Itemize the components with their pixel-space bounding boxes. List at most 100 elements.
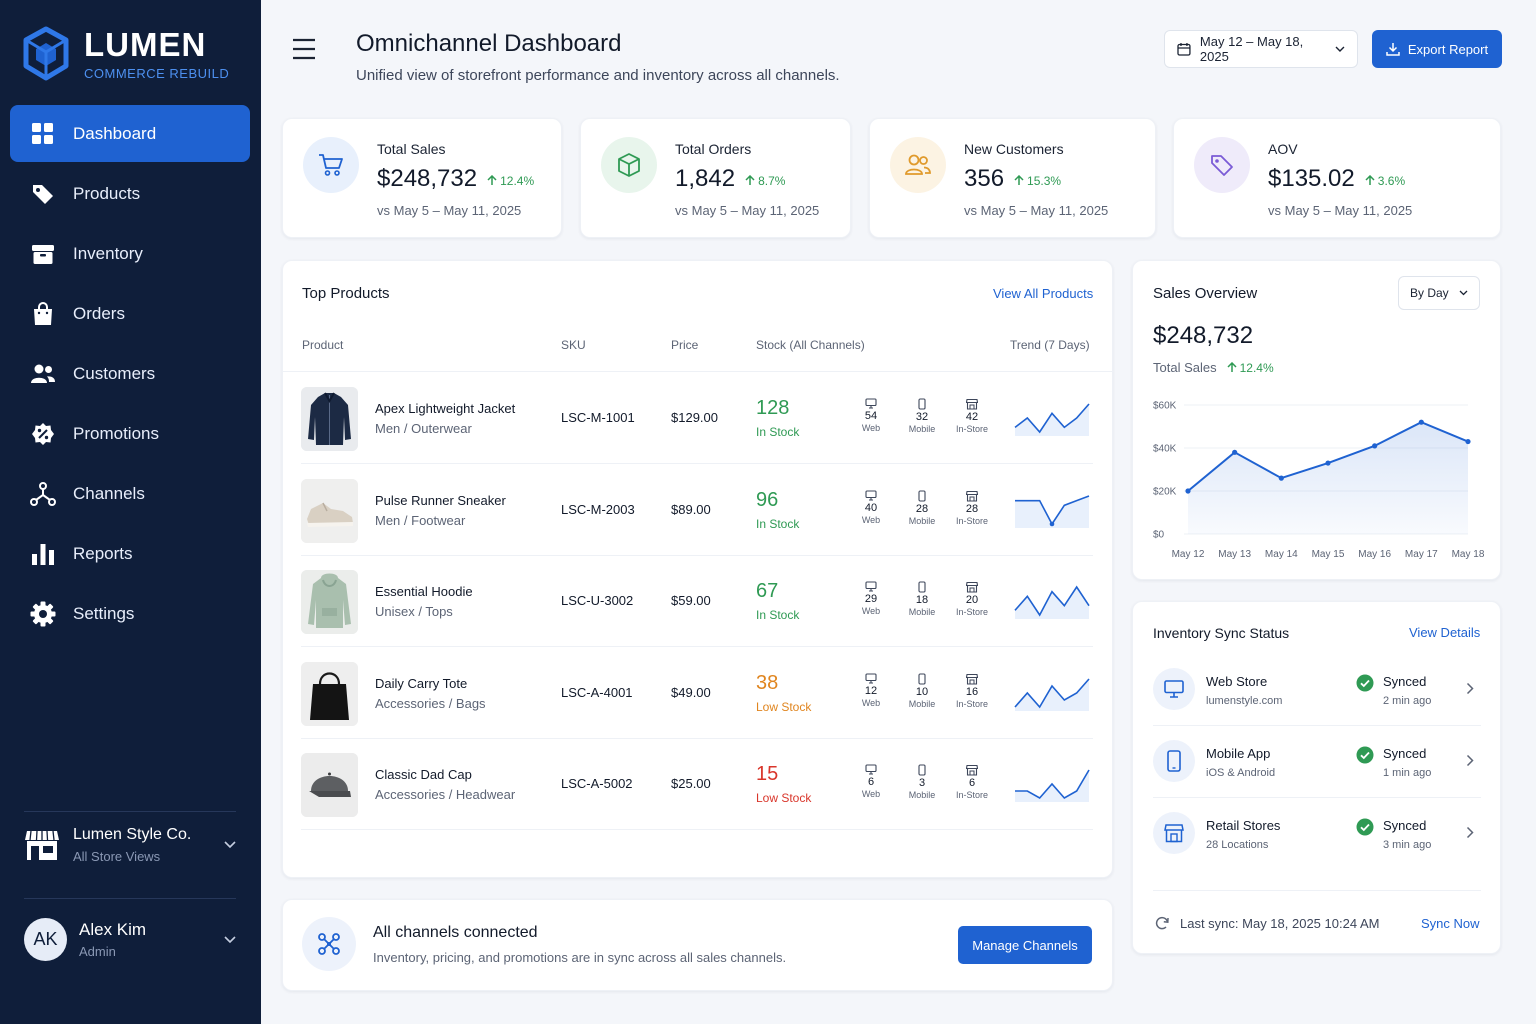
channel-stock-web: 40 Web — [851, 489, 891, 525]
channel-stock-value: 12 — [864, 684, 878, 697]
sidebar-item-dashboard[interactable]: Dashboard — [10, 105, 250, 162]
date-range-picker[interactable]: May 12 – May 18, 2025 — [1164, 30, 1358, 68]
arrow-up-icon — [1365, 175, 1375, 185]
refresh-icon[interactable] — [1154, 915, 1170, 931]
menu-icon[interactable] — [292, 38, 316, 60]
box-icon — [30, 241, 56, 267]
smartphone-icon — [1153, 740, 1195, 782]
top-products-card: Top Products View All Products Product S… — [282, 260, 1114, 878]
arrow-up-icon — [745, 175, 755, 185]
sidebar-item-products[interactable]: Products — [10, 165, 250, 222]
sidebar-item-label: Customers — [73, 363, 156, 383]
sidebar-item-inventory[interactable]: Inventory — [10, 225, 250, 282]
sparkline-area — [1015, 587, 1089, 619]
column-header-stock[interactable]: Stock (All Channels) — [756, 338, 865, 352]
sync-time: 3 min ago — [1383, 839, 1432, 851]
trend-sparkline — [1014, 403, 1090, 436]
column-header-product[interactable]: Product — [302, 338, 344, 352]
product-image[interactable] — [301, 661, 358, 726]
channel-stock-value: 20 — [965, 594, 979, 606]
stock-total: 15 — [756, 763, 779, 785]
channel-stock-mobile: 32 Mobile — [902, 398, 942, 434]
product-image[interactable] — [301, 478, 358, 543]
storefront-icon — [1153, 812, 1195, 854]
product-name[interactable]: Essential Hoodie — [375, 584, 473, 599]
data-point — [1278, 475, 1284, 481]
sidebar-divider — [24, 898, 236, 899]
store-name: Lumen Style Co. — [73, 826, 192, 843]
column-header-price[interactable]: Price — [671, 338, 699, 352]
sync-status: Synced — [1383, 746, 1427, 761]
product-name[interactable]: Apex Lightweight Jacket — [375, 401, 516, 416]
export-report-button[interactable]: Export Report — [1372, 30, 1502, 68]
sales-area-chart: $0 $20K $40K $60K May 12 May 13 May 14 May 15 Ma… — [1153, 401, 1485, 561]
table-row[interactable]: Essential Hoodie Unisex / Tops LSC-U-300… — [301, 556, 1093, 647]
sparkline-area — [1015, 495, 1089, 528]
arrow-up-icon — [1227, 362, 1237, 372]
kpi-comparison: vs May 5 – May 11, 2025 — [675, 203, 820, 218]
sidebar-item-reports[interactable]: Reports — [10, 525, 250, 582]
kpi-value: 356 — [964, 165, 1005, 192]
smartphone-icon — [902, 764, 942, 776]
table-row[interactable]: Apex Lightweight Jacket Men / Outerwear … — [301, 373, 1093, 464]
product-name[interactable]: Daily Carry Tote — [375, 675, 468, 691]
product-sku: LSC-A-4001 — [561, 684, 633, 700]
sparkline-area — [1015, 678, 1089, 711]
sync-item[interactable]: Retail Stores 28 Locations Synced 3 min … — [1153, 798, 1481, 870]
group-by-dropdown[interactable]: By Day — [1398, 276, 1480, 310]
sidebar-item-channels[interactable]: Channels — [10, 465, 250, 522]
date-range-label: May 12 – May 18, 2025 — [1199, 34, 1304, 64]
sidebar-item-settings[interactable]: Settings — [10, 585, 250, 642]
x-tick-label: May 18 — [1452, 549, 1485, 560]
monitor-icon — [851, 489, 891, 501]
sidebar-item-label: Settings — [73, 603, 135, 623]
sidebar-item-promotions[interactable]: Promotions — [10, 405, 250, 462]
product-image[interactable] — [301, 387, 358, 451]
user-menu[interactable]: AK Alex Kim Admin — [24, 918, 236, 961]
stock-total: 67 — [756, 580, 779, 602]
channel-stock-web: 12 Web — [851, 672, 891, 708]
chevron-down-icon — [1459, 290, 1468, 296]
product-image[interactable] — [301, 753, 358, 817]
table-header-divider — [283, 371, 1114, 372]
product-name[interactable]: Pulse Runner Sneaker — [375, 492, 506, 508]
chevron-right-icon[interactable] — [1466, 682, 1474, 695]
monitor-icon — [851, 764, 891, 775]
channel-stock-value: 42 — [965, 411, 979, 423]
view-details-link[interactable]: View Details — [1409, 625, 1481, 640]
view-all-products-link[interactable]: View All Products — [993, 286, 1094, 301]
channel-stock-label: Mobile — [908, 515, 936, 526]
channel-stock-value: 28 — [915, 502, 929, 515]
product-name[interactable]: Classic Dad Cap — [375, 767, 472, 782]
sidebar-item-orders[interactable]: Orders — [10, 285, 250, 342]
chevron-right-icon[interactable] — [1466, 754, 1474, 767]
table-row[interactable]: Pulse Runner Sneaker Men / Footwear LSC-… — [301, 465, 1093, 556]
channel-stock-label: Mobile — [908, 424, 936, 434]
sparkline-point — [1049, 521, 1055, 526]
product-image[interactable] — [301, 570, 358, 634]
chevron-down-icon — [224, 935, 236, 943]
download-icon — [1386, 43, 1400, 56]
sync-channel-sub: iOS & Android — [1206, 767, 1276, 779]
product-price: $49.00 — [671, 684, 711, 700]
stock-total: 128 — [756, 397, 790, 419]
chevron-right-icon[interactable] — [1466, 826, 1474, 839]
table-row[interactable]: Daily Carry Tote Accessories / Bags LSC-… — [301, 648, 1093, 739]
channel-stock-store: 20 In-Store — [952, 581, 992, 617]
sync-now-link[interactable]: Sync Now — [1421, 916, 1480, 931]
sync-item[interactable]: Web Store lumenstyle.com Synced 2 min ag… — [1153, 654, 1481, 726]
kpi-label: Total Orders — [675, 141, 752, 157]
sidebar-item-customers[interactable]: Customers — [10, 345, 250, 402]
manage-channels-button[interactable]: Manage Channels — [958, 926, 1092, 964]
column-header-sku[interactable]: SKU — [561, 338, 586, 352]
brand[interactable]: LUMEN COMMERCE REBUILD — [22, 26, 229, 82]
storefront-icon — [952, 490, 992, 502]
column-header-trend[interactable]: Trend (7 Days) — [1010, 338, 1090, 352]
sync-item[interactable]: Mobile App iOS & Android Synced 1 min ag… — [1153, 726, 1481, 798]
page-title: Omnichannel Dashboard — [356, 30, 622, 57]
product-sku: LSC-U-3002 — [561, 593, 634, 608]
product-category: Accessories / Bags — [375, 695, 486, 711]
group-by-label: By Day — [1410, 286, 1449, 300]
store-switcher[interactable]: Lumen Style Co. All Store Views — [24, 826, 236, 864]
table-row[interactable]: Classic Dad Cap Accessories / Headwear L… — [301, 739, 1093, 830]
